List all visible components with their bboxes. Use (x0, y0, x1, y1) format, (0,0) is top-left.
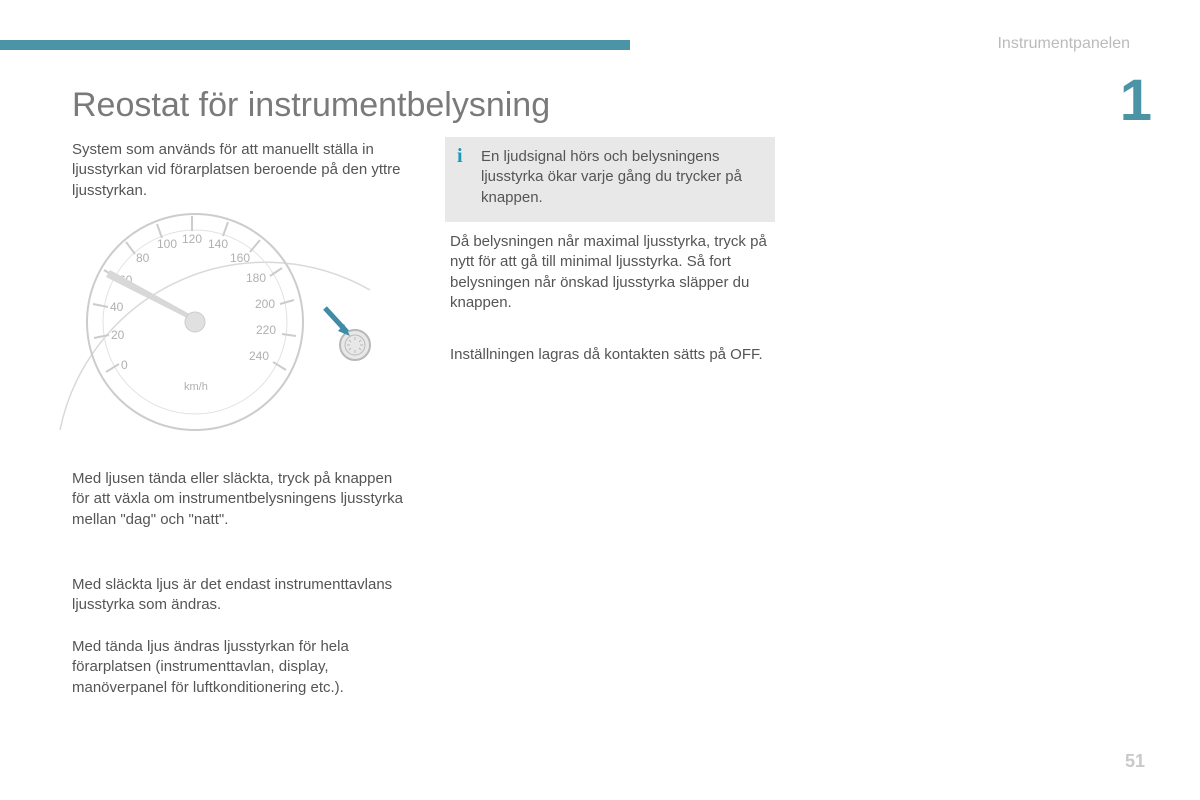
left-paragraph-3: Med tända ljus ändras ljusstyrkan för he… (72, 637, 412, 698)
svg-text:20: 20 (111, 328, 125, 342)
svg-text:140: 140 (208, 237, 228, 251)
left-paragraph-1: Med ljusen tända eller släckta, tryck på… (72, 469, 412, 530)
gauge-unit-label: km/h (184, 381, 208, 393)
svg-text:40: 40 (110, 300, 124, 314)
info-icon: i (457, 145, 463, 168)
chapter-number: 1 (1120, 72, 1152, 130)
svg-text:180: 180 (246, 271, 266, 285)
page-number: 51 (1125, 751, 1145, 772)
svg-text:0: 0 (121, 358, 128, 372)
svg-text:240: 240 (249, 349, 269, 363)
svg-text:160: 160 (230, 251, 250, 265)
section-label: Instrumentpanelen (997, 35, 1130, 53)
right-paragraph-2: Inställningen lagras då kontakten sätts … (450, 345, 790, 365)
info-callout-text: En ljudsignal hörs och belysningens ljus… (481, 147, 761, 208)
header-accent-bar (0, 40, 630, 50)
left-paragraph-2: Med släckta ljus är det endast instrumen… (72, 575, 412, 616)
page-title: Reostat för instrumentbelysning (72, 86, 550, 125)
svg-text:200: 200 (255, 297, 275, 311)
info-callout-box: i En ljudsignal hörs och belysningens lj… (445, 137, 775, 222)
svg-text:80: 80 (136, 251, 150, 265)
speedometer-diagram: 0 20 40 60 80 100 120 140 160 180 200 22… (50, 200, 390, 440)
intro-paragraph: System som används för att manuellt stäl… (72, 140, 412, 201)
right-paragraph-1: Då belysningen når maximal ljusstyrka, t… (450, 232, 790, 313)
svg-text:100: 100 (157, 237, 177, 251)
svg-text:220: 220 (256, 323, 276, 337)
svg-text:120: 120 (182, 232, 202, 246)
